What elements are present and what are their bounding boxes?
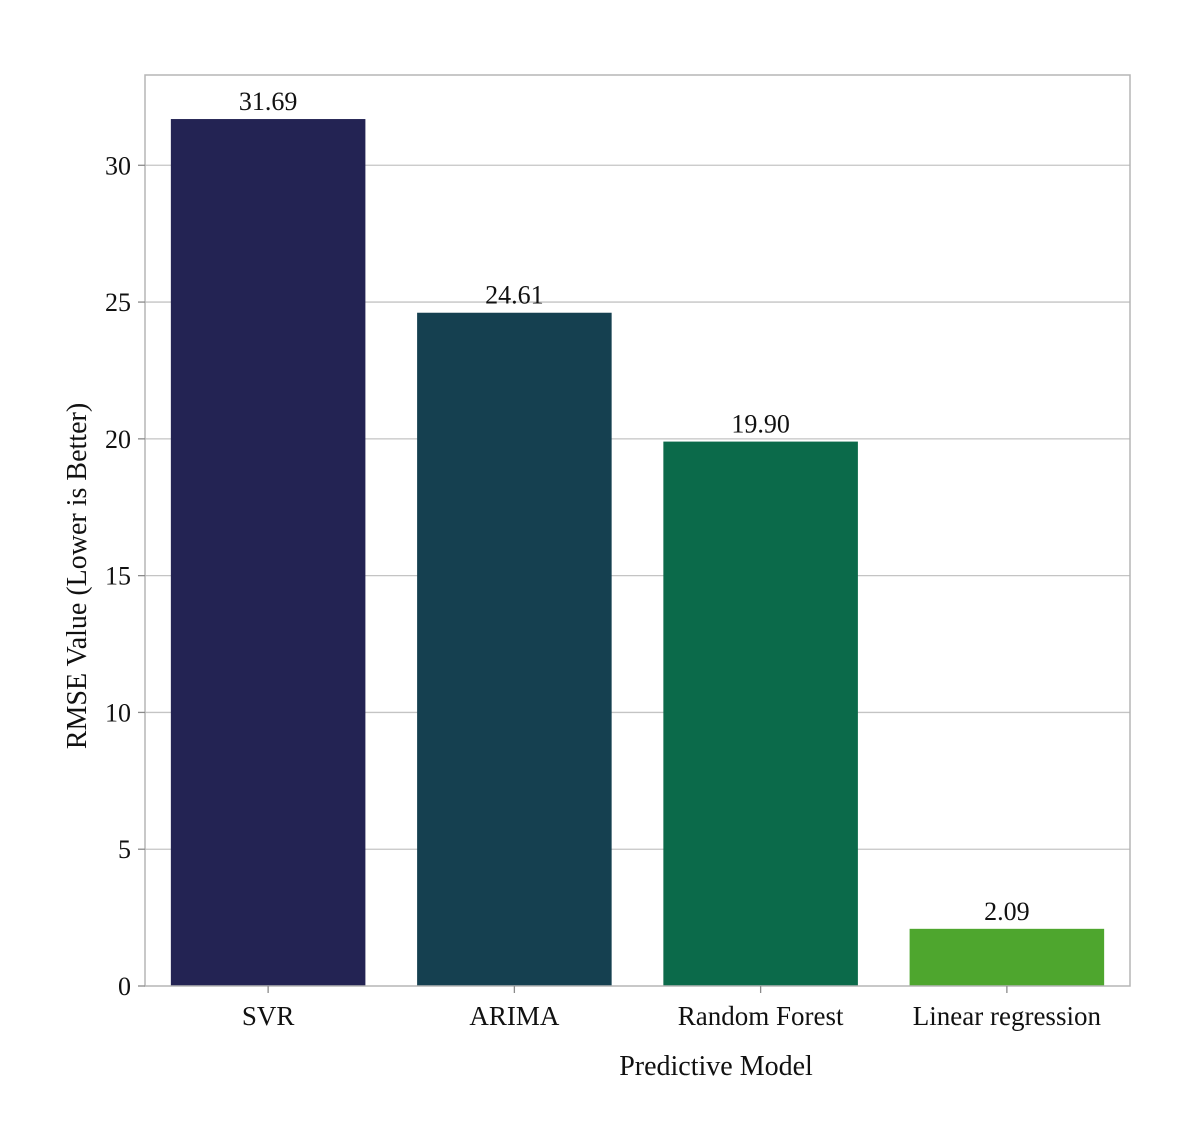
- y-axis-title: RMSE Value (Lower is Better): [62, 403, 93, 749]
- data-label: 31.69: [239, 87, 298, 116]
- y-tick-label: 15: [105, 562, 131, 591]
- bar-svr: [170, 119, 366, 986]
- x-axis-ticks: SVR ARIMA Random Forest Linear regression: [242, 986, 1102, 1031]
- y-tick-label: 5: [118, 835, 131, 864]
- data-label: 24.61: [485, 281, 544, 310]
- bar-arima: [417, 312, 612, 986]
- y-tick-label: 25: [105, 288, 131, 317]
- x-axis-title: Predictive Model: [619, 1051, 813, 1082]
- y-axis-ticks: 0 5 10 15 20 25 30: [105, 151, 145, 1001]
- x-tick-label: SVR: [242, 1001, 295, 1031]
- x-tick-label: ARIMA: [469, 1001, 560, 1031]
- y-tick-label: 20: [105, 425, 131, 454]
- x-tick-label: Random Forest: [678, 1001, 844, 1031]
- y-tick-label: 30: [105, 151, 131, 180]
- y-tick-label: 10: [105, 698, 131, 727]
- y-tick-label: 0: [118, 972, 131, 1001]
- plot-frame: [144, 74, 1131, 987]
- bar-random-forest: [663, 441, 858, 986]
- bar-linear-regression: [909, 928, 1105, 986]
- data-label: 2.09: [984, 897, 1030, 926]
- data-labels: 31.69 24.61 19.90 2.09: [239, 87, 1030, 926]
- bars: [170, 119, 1105, 986]
- data-label: 19.90: [731, 410, 790, 439]
- x-tick-label: Linear regression: [913, 1001, 1102, 1031]
